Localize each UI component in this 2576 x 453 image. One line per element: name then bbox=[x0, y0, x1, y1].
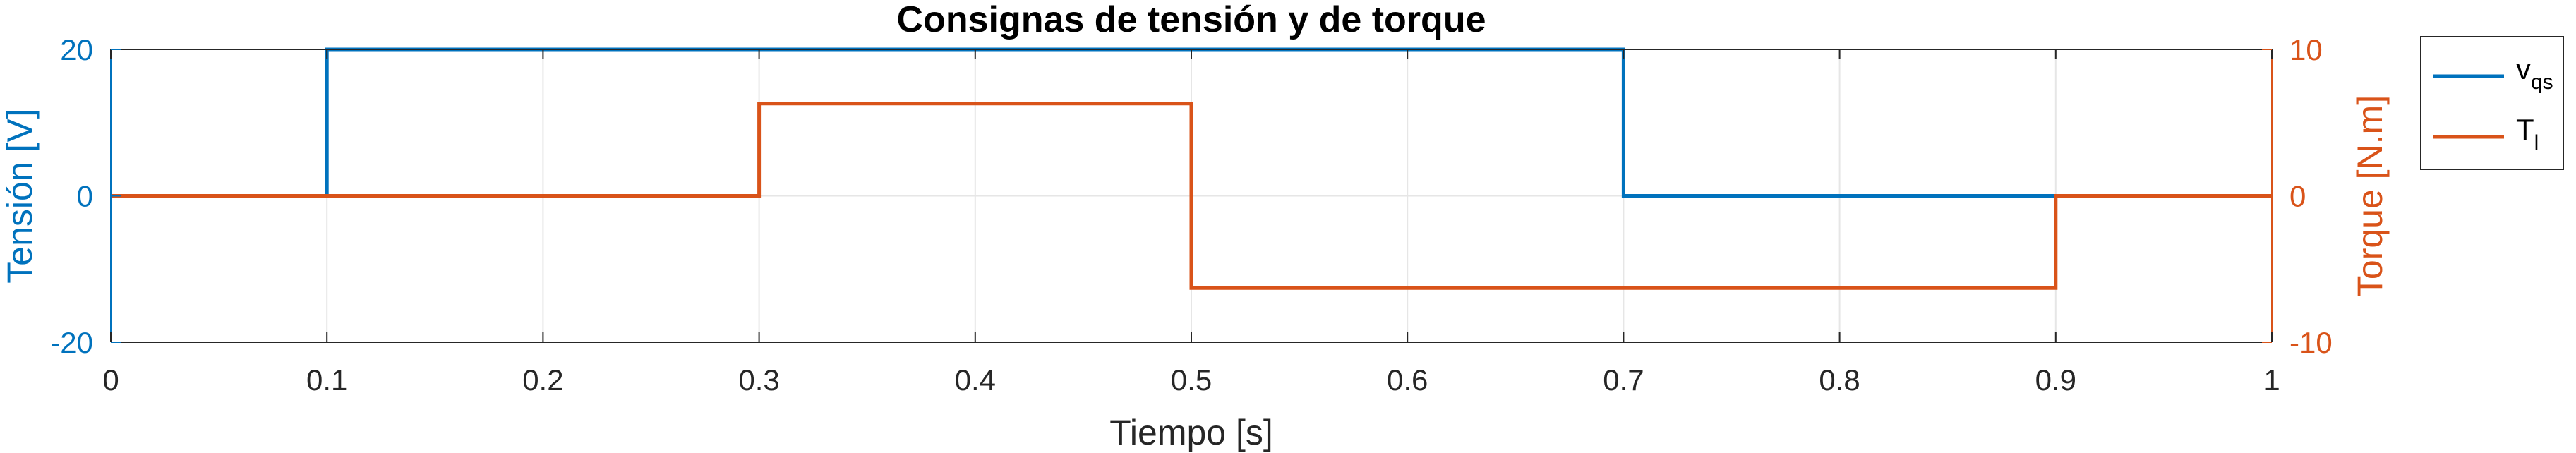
x-tick-label: 0.7 bbox=[1603, 363, 1644, 397]
x-tick-label: 0 bbox=[102, 363, 119, 397]
x-tick-label: 0.9 bbox=[2035, 363, 2076, 397]
torque-series-line bbox=[111, 102, 2272, 290]
legend-torque-label: Tl bbox=[2516, 113, 2539, 155]
x-tick-label: 0.6 bbox=[1387, 363, 1428, 397]
y-right-tick-label: 0 bbox=[2289, 180, 2306, 213]
x-tick-label: 0.8 bbox=[1819, 363, 1860, 397]
y-axis-right-label: Torque [N.m] bbox=[2350, 95, 2390, 297]
axes: 0 0.1 0.2 0.3 0.4 0.5 0.6 0.7 0.8 0.9 1 20 0 -20 10 0 -1… bbox=[50, 33, 2332, 397]
x-tick-label: 0.1 bbox=[306, 363, 347, 397]
y-right-tick-label: -10 bbox=[2289, 326, 2333, 359]
y-left-tick-label: 20 bbox=[60, 33, 93, 66]
x-tick-label: 0.2 bbox=[522, 363, 563, 397]
y-left-tick-label: -20 bbox=[50, 326, 93, 359]
y-left-tick-label: 0 bbox=[77, 180, 93, 213]
x-tick-label: 1 bbox=[2263, 363, 2280, 397]
x-tick-label: 0.3 bbox=[738, 363, 779, 397]
legend-box bbox=[2420, 36, 2564, 170]
legend-voltage-label: vqs bbox=[2516, 52, 2553, 94]
legend: vqs Tl bbox=[2420, 36, 2564, 170]
chart-title: Consignas de tensión y de torque bbox=[897, 0, 1486, 40]
y-right-tick-label: 10 bbox=[2289, 33, 2323, 66]
y-axis-left-label: Tensión [V] bbox=[0, 109, 40, 283]
x-tick-label: 0.5 bbox=[1171, 363, 1212, 397]
x-axis-label: Tiempo [s] bbox=[1109, 413, 1273, 452]
x-tick-label: 0.4 bbox=[955, 363, 996, 397]
